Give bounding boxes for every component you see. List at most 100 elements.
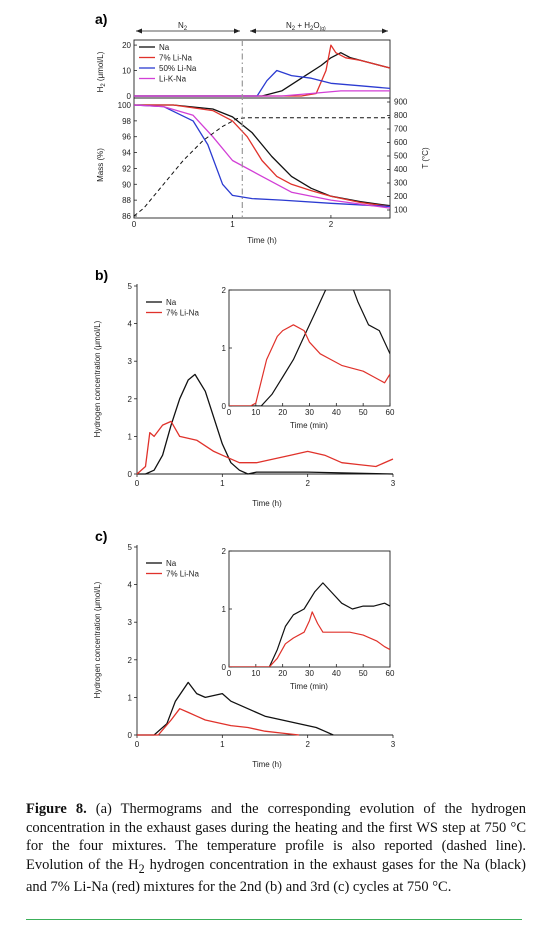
b-y-tick-label: 5 [128,282,133,291]
n2-label: N2 [178,21,188,32]
c-inset-x-tick-label: 50 [359,669,368,678]
b-x-tick-label: 2 [305,479,310,488]
mass-series-na [134,104,391,207]
b-inset-frame [228,289,391,407]
c-inset-y-tick-label: 0 [222,663,227,672]
panel-b-label: b) [95,267,108,283]
mass-y-tick-label: 98 [122,117,131,126]
c-x-tick-label: 3 [391,740,396,749]
c-inset-series-7-li-na [229,611,390,667]
h2-ylabel-unit: (μmol/L) [96,51,105,83]
h2-ylabel: H2 (μmol/L) [96,51,107,92]
panel-c-label: c) [95,528,107,544]
c-inset-y-tick-label: 2 [222,547,227,556]
mix-label-sub3: (g) [320,26,326,32]
h2-y-tick-label: 10 [122,67,131,76]
h2-series-7-li-na [134,44,391,97]
b-inset-y-tick-label: 2 [222,286,227,295]
n2-label-main: N [178,21,184,30]
b-y-tick-label: 3 [128,357,133,366]
mass-x-tick-label: 0 [132,220,137,229]
mass-y-tick-label: 88 [122,196,131,205]
c-inset-x-tick-label: 30 [305,669,314,678]
mass-series-7-li-na [134,104,391,208]
b-x-tick-label: 3 [391,479,396,488]
b-inset-y-tick-label: 1 [222,344,227,353]
c-ylabel: Hydrogen concentration (μmol/L) [93,581,102,698]
temp-y-tick-label: 800 [394,111,408,120]
c-inset-series-na [229,582,390,667]
c-y-tick-label: 3 [128,618,133,627]
caption-text-1: (a) Thermograms and the corresponding ev… [26,801,526,873]
mass-series-li-k-na [133,104,391,209]
mass-y-tick-label: 90 [122,180,131,189]
temp-y-tick-label: 200 [394,192,408,201]
b-series-7-li-na [136,420,394,475]
temp-y-tick-label: 400 [394,165,408,174]
h2-legend-entry: Na [159,43,170,52]
figure-caption: Figure 8. (a) Thermograms and the corres… [26,800,526,896]
mass-y-tick-label: 94 [122,149,131,158]
c-y-tick-label: 1 [128,693,133,702]
c-x-tick-label: 1 [220,740,225,749]
b-x-tick-label: 1 [220,479,225,488]
b-inset-y-tick-label: 0 [222,402,227,411]
b-y-tick-label: 1 [128,432,133,441]
mix-label: N2 + H2O(g) [286,21,326,32]
h2-series-li-k-na [134,90,390,97]
temp-y-tick-label: 900 [394,98,408,107]
caption-subscript: 2 [138,861,145,876]
c-series-na [137,681,334,736]
c-xlabel: Time (h) [252,760,282,769]
b-y-tick-label: 4 [128,320,133,329]
c-inset-xlabel: Time (min) [290,682,328,691]
b-y-tick-label: 2 [128,395,133,404]
mass-plot-frame [133,97,391,219]
mass-xlabel: Time (h) [247,236,277,245]
caption-text-2: hydrogen concentration in the exhaust ga… [26,856,527,895]
c-inset-plot [229,582,390,667]
temp-y-tick-label: 500 [394,152,408,161]
temp-y-tick-label: 100 [394,206,408,215]
h2-series-50-li-na [134,69,391,97]
b-inset-x-tick-label: 0 [227,408,232,417]
temp-y-tick-label: 700 [394,125,408,134]
c-inset-y-tick-label: 1 [222,605,227,614]
b-inset-x-tick-label: 10 [251,408,260,417]
mass-ylabel: Mass (%) [96,148,105,182]
mix-label-sub2: 2 [310,26,314,32]
mass-series-50-li-na [133,104,391,208]
n2-arrow-right [234,28,240,34]
c-inset-frame [228,550,391,668]
c-inset-x-tick-label: 10 [251,669,260,678]
h2-ylabel-sub: 2 [101,83,107,87]
h2-legend-entry: 7% Li-Na [159,54,192,63]
b-ylabel: Hydrogen concentration (μmol/L) [93,320,102,437]
mix-arrow-left [250,28,256,34]
c-y-tick-label: 0 [128,731,133,740]
c-series-7-li-na [137,708,300,736]
h2-y-tick-label: 20 [122,41,131,50]
n2-label-sub: 2 [184,26,188,32]
c-inset-x-tick-label: 40 [332,669,341,678]
n2-arrow-left [136,28,142,34]
mix-arrow-right [382,28,388,34]
h2-legend-entry: Li-K-Na [159,75,187,84]
mass-y-tick-label: 92 [122,164,131,173]
b-inset-series-na [229,290,390,406]
c-y-tick-label: 5 [128,543,133,552]
mass-x-tick-label: 1 [230,220,235,229]
mix-label-o: O [313,21,319,30]
c-inset-x-tick-label: 20 [278,669,287,678]
c-y-tick-label: 4 [128,581,133,590]
c-x-tick-label: 0 [135,740,140,749]
mass-y-tick-label: 100 [118,101,132,110]
panel-a-label: a) [95,11,107,27]
b-inset-x-tick-label: 50 [359,408,368,417]
mass-y-tick-label: 96 [122,133,131,142]
b-inset-x-tick-label: 40 [332,408,341,417]
mix-label-plus-h: + H [295,21,310,30]
